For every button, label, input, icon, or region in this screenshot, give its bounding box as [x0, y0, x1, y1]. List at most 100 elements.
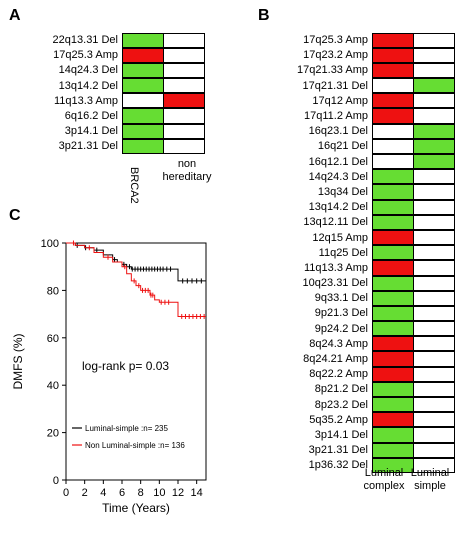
heatmap-row: 11q25 Del — [268, 245, 455, 261]
legend-entry: Non Luminal-simple :n= 136 — [85, 441, 185, 450]
heatmap-cell — [372, 154, 414, 170]
x-tick-label: 8 — [138, 487, 144, 499]
x-tick-label: 6 — [119, 487, 125, 499]
heatmap-row: 8q22.2 Amp — [268, 366, 455, 382]
heatmap-cell — [413, 138, 455, 154]
heatmap-cell — [163, 93, 205, 109]
y-tick-label: 40 — [47, 380, 59, 392]
heatmap-cell — [122, 108, 164, 124]
heatmap-cell — [372, 290, 414, 306]
heatmap-cell — [163, 47, 205, 63]
series-line — [66, 242, 206, 317]
heatmap-row: 17q25.3 Amp — [0, 47, 205, 63]
heatmap-cell — [372, 245, 414, 261]
heatmap-row: 3p14.1 Del — [268, 427, 455, 443]
heatmap-row: 17q11.2 Amp — [268, 108, 455, 124]
row-label: 11q13.3 Amp — [303, 261, 368, 274]
heatmap-row: 9p21.3 Del — [268, 305, 455, 322]
col-label-text: Luminal simple — [410, 467, 450, 492]
row-label: 13q12.11 Del — [303, 216, 368, 229]
heatmap-cell — [372, 260, 414, 276]
row-label: 13q14.2 Del — [308, 201, 368, 214]
row-label: 10q23.31 Del — [302, 277, 368, 290]
heatmap-row: 17q12 Amp — [268, 93, 455, 109]
panel-b-grid: 17q25.3 Amp 17q23.2 Amp 17q21.33 Amp 17q21.… — [268, 32, 455, 473]
row-label: 8p21.2 Del — [314, 383, 368, 396]
row-label: 11q25 Del — [318, 246, 368, 259]
heatmap-row: 17q21.31 Del — [268, 78, 455, 94]
heatmap-cell — [372, 366, 414, 382]
heatmap-row: 14q24.3 Del — [268, 169, 455, 185]
row-label: 13q14.2 Del — [58, 79, 118, 92]
heatmap-cell — [413, 62, 455, 79]
col-label-text: non hereditary — [162, 158, 212, 183]
y-tick-label: 80 — [47, 285, 59, 297]
row-label: 8q24.21 Amp — [303, 353, 368, 366]
row-label: 14q24.3 Del — [58, 64, 118, 77]
heatmap-cell — [413, 305, 455, 322]
heatmap-cell — [163, 78, 205, 94]
panel-b-letter: B — [258, 7, 270, 24]
heatmap-row: 1p36.32 Del — [268, 457, 455, 473]
heatmap-cell — [163, 62, 205, 79]
row-label: 16q21 Del — [317, 140, 368, 153]
heatmap-cell — [372, 381, 414, 397]
series-line — [66, 242, 206, 282]
x-axis-label: Time (Years) — [102, 501, 170, 515]
heatmap-cell — [413, 336, 455, 352]
heatmap-cell — [163, 108, 205, 124]
heatmap-row: 8q24.21 Amp — [268, 351, 455, 367]
heatmap-cell — [413, 169, 455, 185]
row-label: 17q25.3 Amp — [53, 49, 118, 62]
panel-b-col-luminal-simple: Luminal simple — [410, 467, 450, 493]
x-tick-label: 4 — [100, 487, 106, 499]
row-label: 3p21.31 Del — [308, 444, 368, 457]
row-label: 17q21.33 Amp — [297, 64, 368, 77]
heatmap-cell — [413, 366, 455, 382]
row-label: 16q12.1 Del — [308, 155, 368, 168]
heatmap-cell — [372, 412, 414, 428]
heatmap-row: 10q23.31 Del — [268, 275, 455, 291]
heatmap-row: 9p24.2 Del — [268, 321, 455, 337]
row-label: 17q11.2 Amp — [303, 110, 368, 123]
heatmap-cell — [413, 214, 455, 230]
panel-a-col-non-hereditary: non hereditary — [162, 158, 212, 184]
heatmap-row: 16q21 Del — [268, 138, 455, 154]
heatmap-cell — [372, 108, 414, 124]
heatmap-cell — [372, 229, 414, 246]
x-tick-label: 10 — [153, 487, 165, 499]
row-label: 5q35.2 Amp — [309, 413, 368, 426]
heatmap-cell — [163, 123, 205, 139]
row-label: 12q15 Amp — [312, 231, 368, 244]
heatmap-row: 13q12.11 Del — [268, 214, 455, 230]
heatmap-cell — [372, 199, 414, 215]
heatmap-cell — [413, 442, 455, 458]
heatmap-row: 8p23.2 Del — [268, 397, 455, 413]
heatmap-cell — [413, 457, 455, 473]
heatmap-cell — [413, 199, 455, 215]
heatmap-cell — [413, 47, 455, 63]
heatmap-cell — [122, 32, 164, 48]
heatmap-cell — [372, 336, 414, 352]
heatmap-row: 13q14.2 Del — [268, 199, 455, 215]
heatmap-cell — [413, 229, 455, 246]
heatmap-row: 11q13.3 Amp — [0, 93, 205, 109]
heatmap-cell — [413, 275, 455, 291]
heatmap-cell — [372, 169, 414, 185]
plot-frame — [65, 242, 207, 481]
heatmap-cell — [122, 78, 164, 94]
heatmap-cell — [372, 275, 414, 291]
y-axis-label: DMFS (%) — [11, 334, 25, 390]
heatmap-row: 16q12.1 Del — [268, 154, 455, 170]
legend-entry: Luminal-simple :n= 235 — [85, 424, 168, 433]
row-label: 3p14.1 Del — [314, 428, 368, 441]
row-label: 1p36.32 Del — [308, 459, 368, 472]
heatmap-cell — [372, 32, 414, 48]
heatmap-cell — [372, 78, 414, 94]
heatmap-cell — [413, 32, 455, 48]
heatmap-cell — [372, 397, 414, 413]
heatmap-cell — [122, 123, 164, 139]
heatmap-cell — [372, 351, 414, 367]
row-label: 9p21.3 Del — [314, 307, 368, 320]
y-tick-label: 100 — [41, 238, 59, 250]
